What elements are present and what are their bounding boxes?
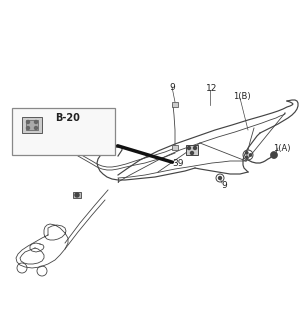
- Circle shape: [34, 121, 37, 124]
- Bar: [172, 145, 178, 150]
- Bar: [73, 192, 81, 198]
- Text: 39: 39: [172, 158, 184, 167]
- Circle shape: [194, 147, 197, 149]
- Bar: [12, 108, 115, 155]
- Circle shape: [191, 151, 194, 155]
- Circle shape: [246, 156, 248, 158]
- Circle shape: [188, 147, 191, 149]
- Circle shape: [34, 126, 37, 130]
- Text: 9: 9: [169, 83, 175, 92]
- Bar: [26, 120, 38, 130]
- Bar: [22, 117, 42, 133]
- Bar: [186, 145, 198, 155]
- Circle shape: [246, 152, 248, 154]
- Circle shape: [27, 121, 30, 124]
- Circle shape: [75, 193, 79, 197]
- Circle shape: [271, 151, 278, 158]
- Text: 9: 9: [221, 180, 227, 189]
- Circle shape: [27, 126, 30, 130]
- Circle shape: [219, 177, 221, 180]
- Text: 12: 12: [206, 84, 218, 92]
- Text: B-20: B-20: [56, 113, 80, 123]
- Circle shape: [249, 154, 252, 156]
- Text: 1(A): 1(A): [273, 143, 291, 153]
- Bar: [172, 102, 178, 107]
- Text: 1(B): 1(B): [233, 92, 251, 100]
